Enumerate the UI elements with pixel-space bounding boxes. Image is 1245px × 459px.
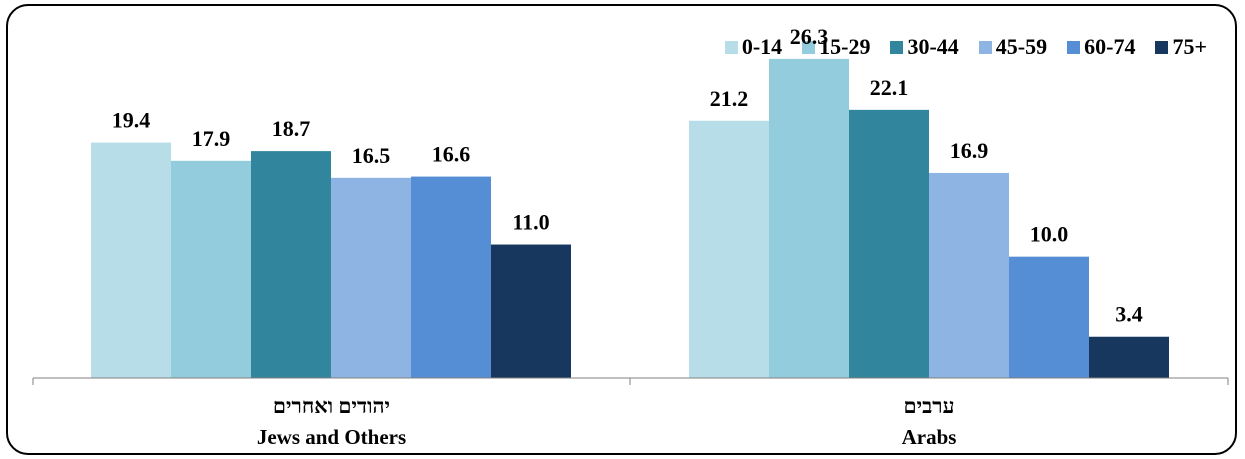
bar-75-plus-arabs [1089,336,1169,378]
data-label: 11.0 [512,210,549,235]
legend-swatch-75-plus [1155,40,1169,54]
legend-swatch-15-29 [802,40,816,54]
category-label-hebrew: ערבים [904,394,955,418]
data-label: 16.9 [950,138,989,163]
legend-item-30-44: 30-44 [890,34,959,60]
data-label: 26.3 [790,24,829,49]
data-label: 10.0 [1030,222,1069,247]
legend-item-45-59: 45-59 [978,34,1048,60]
data-label: 16.5 [352,143,391,168]
category-label-english: Arabs [902,425,957,449]
data-label: 3.4 [1115,302,1143,327]
data-label: 19.4 [112,108,151,133]
legend-label-0-14: 0-14 [741,34,783,59]
category-label-hebrew: יהודים ואחרים [273,394,390,418]
bar-75-plus-jews-and-others [491,244,571,378]
legend-item-75-plus: 75+ [1155,34,1207,60]
data-label: 21.2 [710,86,749,111]
bar-15-29-arabs [769,58,849,378]
legend-swatch-0-14 [724,40,738,54]
data-label: 16.6 [432,142,471,167]
legend-label-30-44: 30-44 [907,34,959,59]
category-label-english: Jews and Others [257,425,406,449]
legend-item-0-14: 0-14 [724,34,783,60]
legend-label-60-74: 60-74 [1084,34,1136,59]
bar-30-44-jews-and-others [251,151,331,378]
bar-15-29-jews-and-others [171,160,251,378]
legend-item-60-74: 60-74 [1067,34,1135,60]
bar-60-74-arabs [1009,256,1089,378]
bar-60-74-jews-and-others [411,176,491,378]
legend-item-15-29: 15-29 [802,34,870,60]
bar-0-14-jews-and-others [91,142,171,378]
legend-swatch-45-59 [978,40,992,54]
data-label: 18.7 [272,116,311,141]
legend-swatch-30-44 [890,40,904,54]
legend-swatch-60-74 [1067,40,1081,54]
legend-label-15-29: 15-29 [819,34,871,59]
bar-45-59-arabs [929,172,1009,378]
legend-label-75-plus: 75+ [1172,34,1207,59]
data-label: 17.9 [192,126,231,151]
bar-45-59-jews-and-others [331,177,411,378]
data-label: 22.1 [870,75,909,100]
legend: 0-14 15-29 30-44 45-59 60-74 75+ [724,34,1207,60]
bar-0-14-arabs [689,120,769,379]
legend-label-45-59: 45-59 [995,34,1048,59]
bar-30-44-arabs [849,109,929,378]
